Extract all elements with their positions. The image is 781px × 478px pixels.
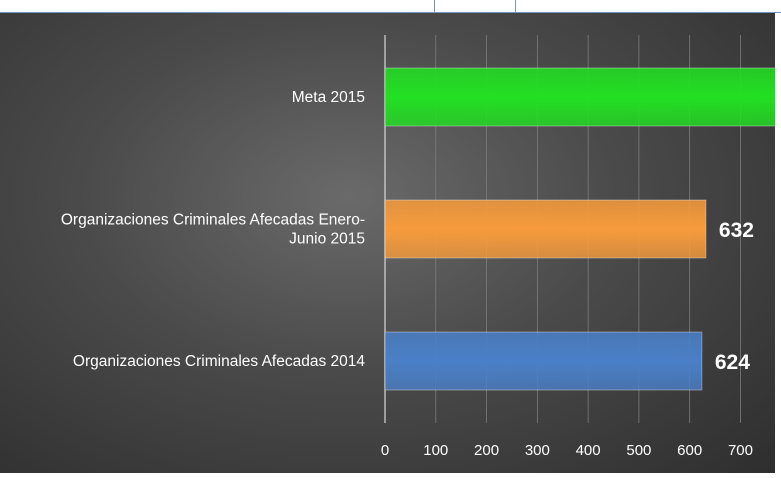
right-margin	[775, 13, 781, 475]
x-tick-label: 600	[677, 442, 702, 459]
x-tick-label: 400	[576, 442, 601, 459]
x-tick-label: 300	[525, 442, 550, 459]
data-label: 624	[715, 351, 750, 374]
table-divider-left	[434, 0, 435, 12]
data-labels: 811632624	[715, 219, 754, 374]
bar-chart: Meta 2015 Organizaciones Criminales Afeca…	[61, 35, 781, 459]
bar	[384, 331, 703, 391]
category-label: Meta 2015	[292, 89, 365, 106]
table-divider-right	[515, 0, 516, 12]
bars	[384, 67, 781, 391]
chart-area: Meta 2015 Organizaciones Criminales Afeca…	[0, 13, 781, 473]
category-label: Organizaciones Criminales Afecadas Enero…	[61, 212, 365, 248]
category-label: Organizaciones Criminales Afecadas 2014	[73, 353, 365, 370]
table-border-line	[0, 12, 781, 13]
category-labels: Meta 2015 Organizaciones Criminales Afeca…	[61, 89, 366, 370]
x-tick-label: 500	[626, 442, 651, 459]
bar	[384, 67, 781, 127]
bar	[384, 199, 707, 259]
x-tick-label: 0	[381, 442, 389, 459]
x-tick-labels: 0100200300400500600700800900	[381, 442, 781, 459]
top-strip	[0, 0, 781, 12]
x-tick-label: 700	[728, 442, 753, 459]
x-tick-label: 100	[423, 442, 448, 459]
x-tick-label: 200	[474, 442, 499, 459]
data-label: 632	[719, 219, 754, 242]
